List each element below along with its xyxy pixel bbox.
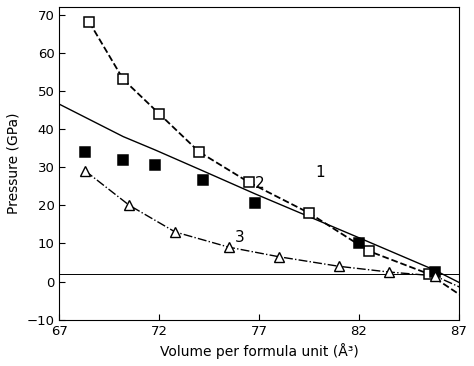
X-axis label: Volume per formula unit (Å³): Volume per formula unit (Å³) bbox=[160, 343, 358, 359]
Text: 3: 3 bbox=[235, 229, 245, 244]
Y-axis label: Pressure (GPa): Pressure (GPa) bbox=[7, 113, 21, 214]
Text: 1: 1 bbox=[315, 165, 325, 180]
Text: 2: 2 bbox=[255, 176, 264, 191]
